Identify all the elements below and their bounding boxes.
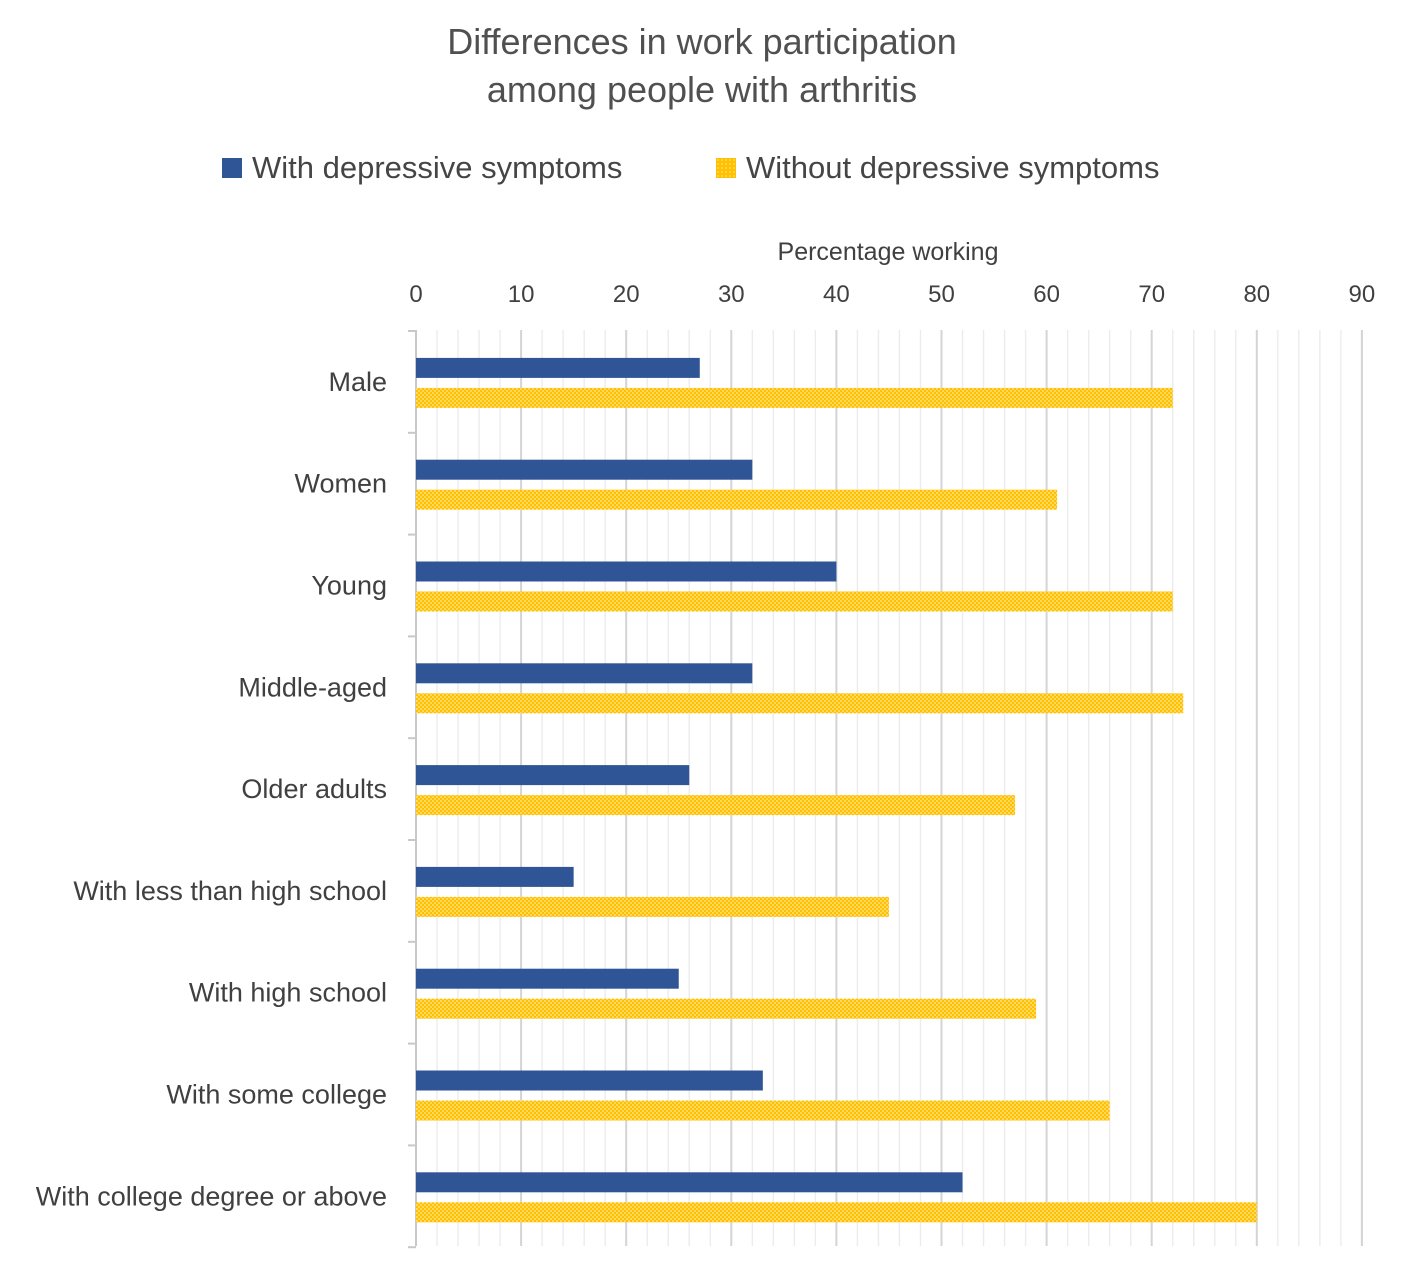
chart-title-line-2: among people with arthritis bbox=[486, 69, 918, 110]
x-tick-label: 30 bbox=[718, 281, 745, 308]
x-tick-label: 40 bbox=[823, 281, 850, 308]
bar-with-depressive bbox=[416, 663, 753, 684]
x-tick-labels: 0 10 20 30 40 50 60 70 80 90 bbox=[409, 281, 1375, 308]
bar-without-depressive bbox=[416, 896, 889, 917]
bar-without-depressive bbox=[416, 1202, 1257, 1223]
x-tick-label: 90 bbox=[1349, 281, 1376, 308]
category-label: With college degree or above bbox=[36, 1181, 387, 1211]
x-tick-label: 20 bbox=[613, 281, 640, 308]
chart-title: Differences in work participation among … bbox=[0, 18, 1404, 114]
bar-without-depressive bbox=[416, 693, 1184, 714]
bar-with-depressive bbox=[416, 866, 574, 887]
bar-without-depressive bbox=[416, 795, 1016, 816]
category-label: Older adults bbox=[241, 774, 387, 804]
category-label: Young bbox=[311, 571, 387, 601]
bar-with-depressive bbox=[416, 765, 690, 786]
category-labels: Male Women Young Middle-aged Older adults Wit… bbox=[36, 367, 387, 1211]
legend-label-with-depressive: With depressive symptoms bbox=[252, 150, 623, 185]
category-label: With less than high school bbox=[73, 876, 387, 906]
chart-title-line-1: Differences in work participation bbox=[447, 21, 957, 62]
legend-swatch-without-depressive bbox=[716, 158, 736, 178]
x-axis-title: Percentage working bbox=[778, 238, 999, 266]
x-tick-label: 50 bbox=[928, 281, 955, 308]
bar-with-depressive bbox=[416, 1172, 963, 1193]
category-label: Women bbox=[294, 469, 387, 499]
category-label: With some college bbox=[166, 1080, 387, 1110]
y-axis bbox=[408, 330, 417, 1249]
bar-with-depressive bbox=[416, 1070, 763, 1091]
bar-without-depressive bbox=[416, 998, 1037, 1019]
bar-with-depressive bbox=[416, 561, 837, 582]
bar-with-depressive bbox=[416, 459, 753, 480]
grid-lines bbox=[436, 330, 1363, 1246]
legend-item-without-depressive: Without depressive symptoms bbox=[716, 146, 1159, 190]
bar-with-depressive bbox=[416, 968, 679, 989]
bar-without-depressive bbox=[416, 489, 1058, 510]
legend-label-without-depressive: Without depressive symptoms bbox=[746, 150, 1160, 185]
x-tick-label: 80 bbox=[1243, 281, 1270, 308]
x-tick-label: 70 bbox=[1138, 281, 1165, 308]
legend-item-with-depressive: With depressive symptoms bbox=[222, 146, 622, 190]
legend-swatch-with-depressive bbox=[222, 158, 242, 178]
bar-without-depressive bbox=[416, 591, 1173, 612]
x-tick-label: 0 bbox=[409, 281, 422, 308]
x-tick-label: 60 bbox=[1033, 281, 1060, 308]
bars bbox=[416, 357, 1257, 1223]
legend: With depressive symptoms Without depress… bbox=[0, 146, 1404, 190]
category-label: Male bbox=[328, 367, 387, 397]
bar-without-depressive bbox=[416, 387, 1173, 408]
category-label: Middle-aged bbox=[238, 672, 387, 702]
x-tick-label: 10 bbox=[508, 281, 535, 308]
bar-with-depressive bbox=[416, 357, 700, 378]
bar-without-depressive bbox=[416, 1100, 1110, 1121]
category-label: With high school bbox=[189, 978, 387, 1008]
